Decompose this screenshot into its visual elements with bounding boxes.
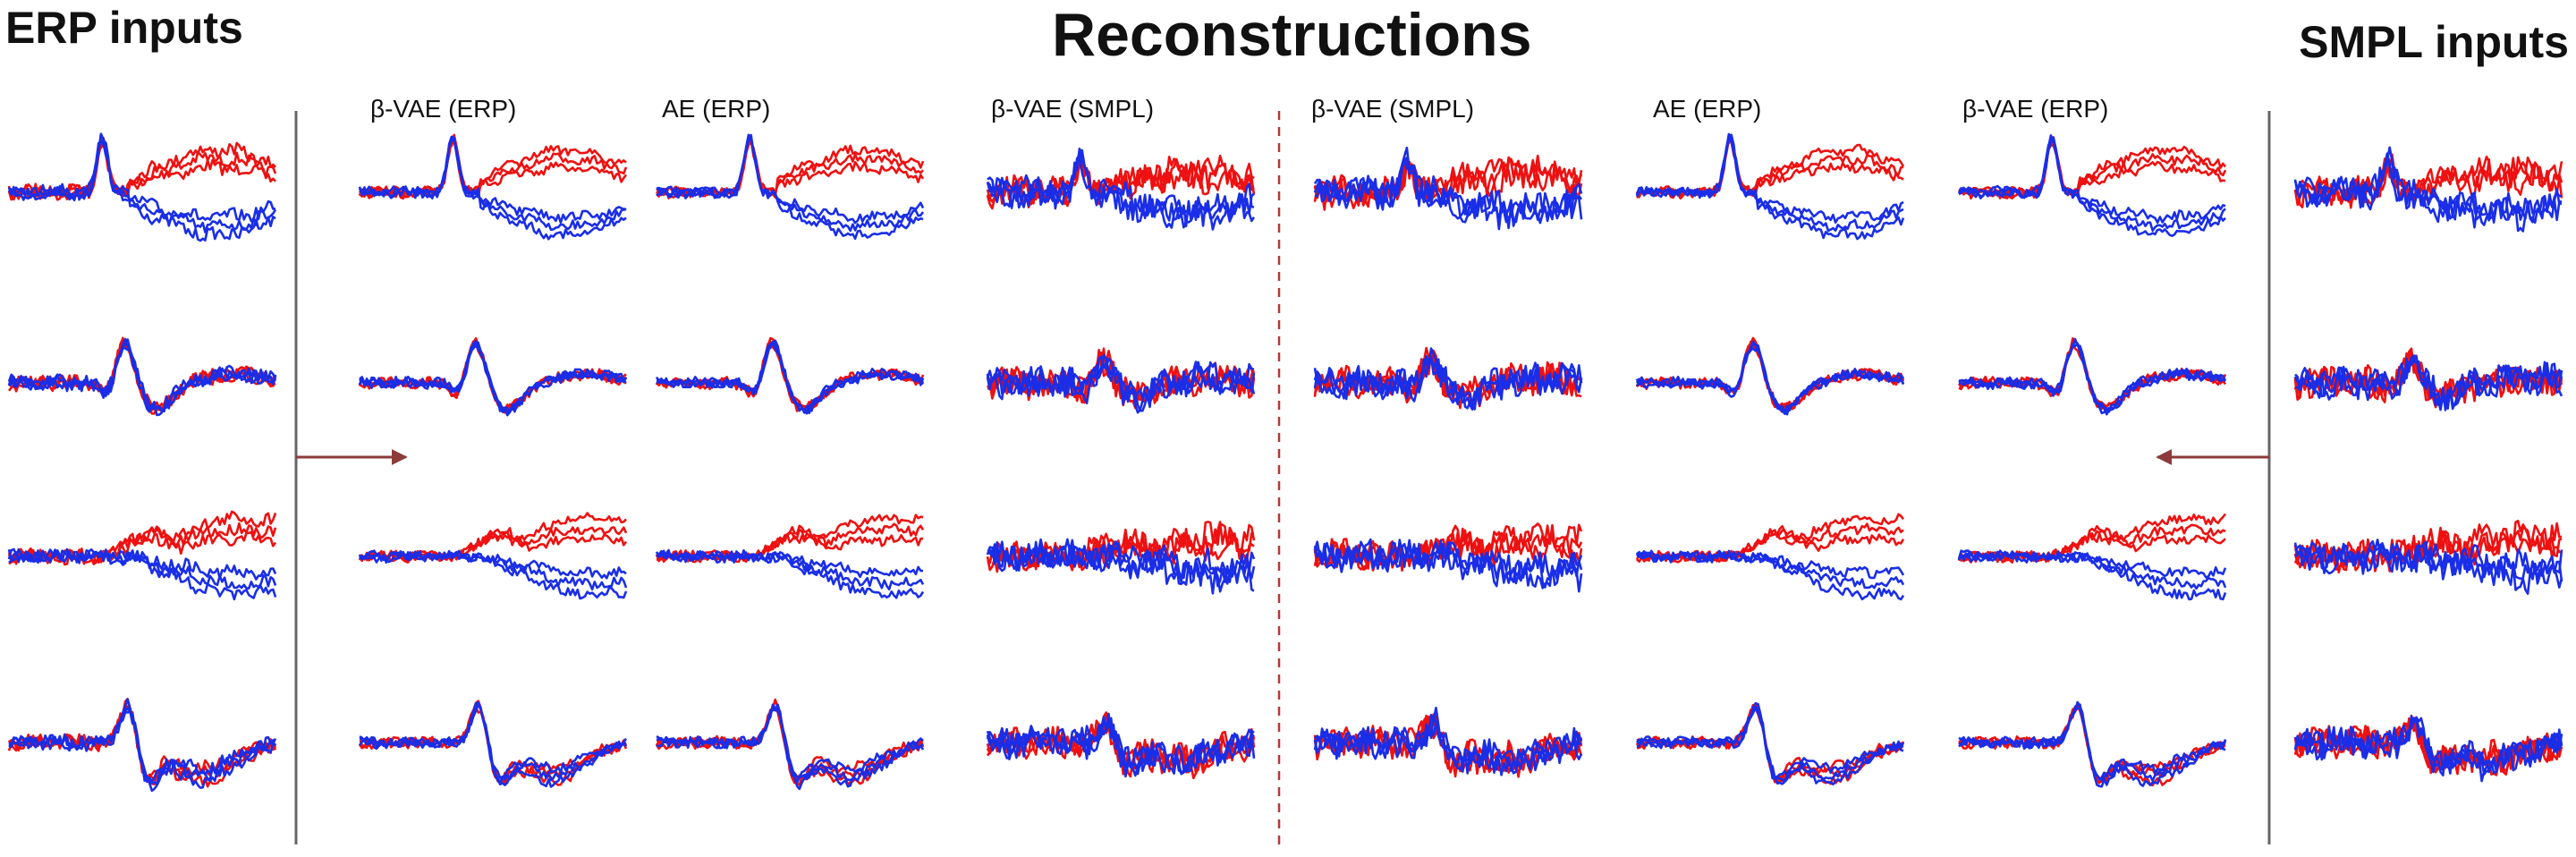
- eeg-trace-c6-r2-4: [1957, 549, 2227, 590]
- eeg-trace-c7-r1-5: [2294, 354, 2563, 408]
- eeg-trace-c0-r1-4: [7, 338, 277, 413]
- eeg-trace-c5-r3-5: [1635, 701, 1904, 786]
- eeg-trace-c4-r2-5: [1313, 539, 1583, 593]
- eeg-trace-c3-r0-5: [987, 154, 1256, 231]
- eeg-trace-c1-r3-5: [359, 700, 627, 788]
- eeg-trace-c0-r2-4: [7, 548, 277, 590]
- eeg-traces-layer: [7, 132, 2563, 793]
- eeg-trace-c1-r1-5: [359, 341, 627, 414]
- eeg-trace-c1-r0-4: [358, 135, 627, 232]
- eeg-trace-c7-r2-2: [2293, 520, 2563, 574]
- eeg-trace-c0-r0-3: [8, 132, 276, 223]
- eeg-trace-c3-r1-5: [986, 357, 1256, 406]
- eeg-trace-c6-r2-5: [1958, 549, 2227, 601]
- column-label-beta-vae-erp-1: β-VAE (ERP): [370, 95, 517, 123]
- eeg-trace-c5-r0-5: [1635, 136, 1905, 241]
- eeg-trace-c6-r0-5: [1957, 140, 2226, 237]
- eeg-trace-c0-r3-2: [7, 703, 277, 788]
- eeg-trace-c4-r0-5: [1315, 157, 1583, 231]
- eeg-trace-c3-r2-5: [987, 538, 1255, 595]
- eeg-trace-c1-r1-3: [358, 344, 627, 414]
- eeg-trace-c7-r1-1: [2293, 347, 2563, 407]
- eeg-trace-c7-r0-3: [2293, 146, 2563, 221]
- eeg-trace-c5-r2-5: [1635, 549, 1905, 601]
- eeg-trace-c4-r3-5: [1314, 707, 1583, 776]
- eeg-trace-c4-r2-4: [1313, 540, 1583, 589]
- eeg-trace-c0-r1-5: [7, 337, 277, 413]
- eeg-trace-c7-r1-4: [2293, 357, 2563, 412]
- eeg-trace-c2-r0-3: [656, 133, 925, 225]
- eeg-trace-c5-r0-0: [1635, 138, 1904, 199]
- eeg-trace-c6-r1-5: [1958, 337, 2226, 415]
- eeg-trace-c6-r2-2: [1957, 513, 2227, 564]
- eeg-trace-c5-r2-4: [1635, 549, 1905, 590]
- eeg-trace-c1-r2-4: [359, 550, 628, 591]
- smpl-inputs-title: SMPL inputs: [2299, 17, 2569, 67]
- column-label-beta-vae-erp-2: β-VAE (ERP): [1962, 95, 2109, 123]
- eeg-trace-c2-r1-5: [656, 339, 925, 415]
- eeg-trace-c0-r0-5: [7, 140, 276, 242]
- eeg-trace-c2-r2-4: [655, 549, 925, 591]
- eeg-trace-c7-r2-5: [2293, 539, 2563, 595]
- eeg-trace-c2-r2-5: [656, 550, 925, 599]
- eeg-trace-c4-r3-4: [1313, 721, 1583, 775]
- eeg-trace-c1-r2-2: [358, 512, 627, 563]
- eeg-trace-c7-r3-5: [2293, 715, 2563, 783]
- eeg-trace-c6-r3-5: [1958, 700, 2226, 788]
- erp-inputs-title: ERP inputs: [5, 3, 243, 53]
- eeg-trace-c1-r2-5: [359, 550, 628, 600]
- reconstructions-title: Reconstructions: [1052, 1, 1532, 69]
- eeg-trace-c5-r0-4: [1635, 133, 1904, 233]
- eeg-trace-c2-r3-4: [656, 703, 924, 785]
- eeg-trace-c2-r2-2: [655, 513, 924, 564]
- column-label-beta-vae-smpl-2: β-VAE (SMPL): [1311, 95, 1475, 123]
- eeg-trace-c2-r0-5: [656, 137, 924, 241]
- column-label-beta-vae-smpl-1: β-VAE (SMPL): [991, 95, 1155, 123]
- eeg-trace-c1-r0-2: [358, 133, 627, 199]
- eeg-trace-c6-r0-4: [1958, 136, 2226, 233]
- eeg-trace-c4-r1-5: [1313, 347, 1583, 407]
- eeg-trace-c3-r3-5: [986, 717, 1256, 778]
- eeg-trace-c5-r2-2: [1636, 513, 1905, 563]
- eeg-trace-c5-r1-5: [1635, 340, 1905, 415]
- eeg-trace-c7-r2-4: [2294, 540, 2563, 587]
- column-label-ae-erp-2: AE (ERP): [1653, 95, 1762, 123]
- eeg-trace-c5-r0-1: [1635, 140, 1904, 200]
- eeg-trace-c0-r2-5: [7, 547, 277, 601]
- eeg-trace-c7-r0-5: [2294, 152, 2563, 233]
- eeg-trace-c5-r3-4: [1636, 707, 1904, 783]
- eeg-trace-c2-r3-5: [656, 703, 925, 791]
- column-label-ae-erp-1: AE (ERP): [662, 95, 771, 123]
- eeg-trace-c1-r0-5: [358, 135, 627, 241]
- eeg-trace-c0-r3-5: [8, 698, 277, 793]
